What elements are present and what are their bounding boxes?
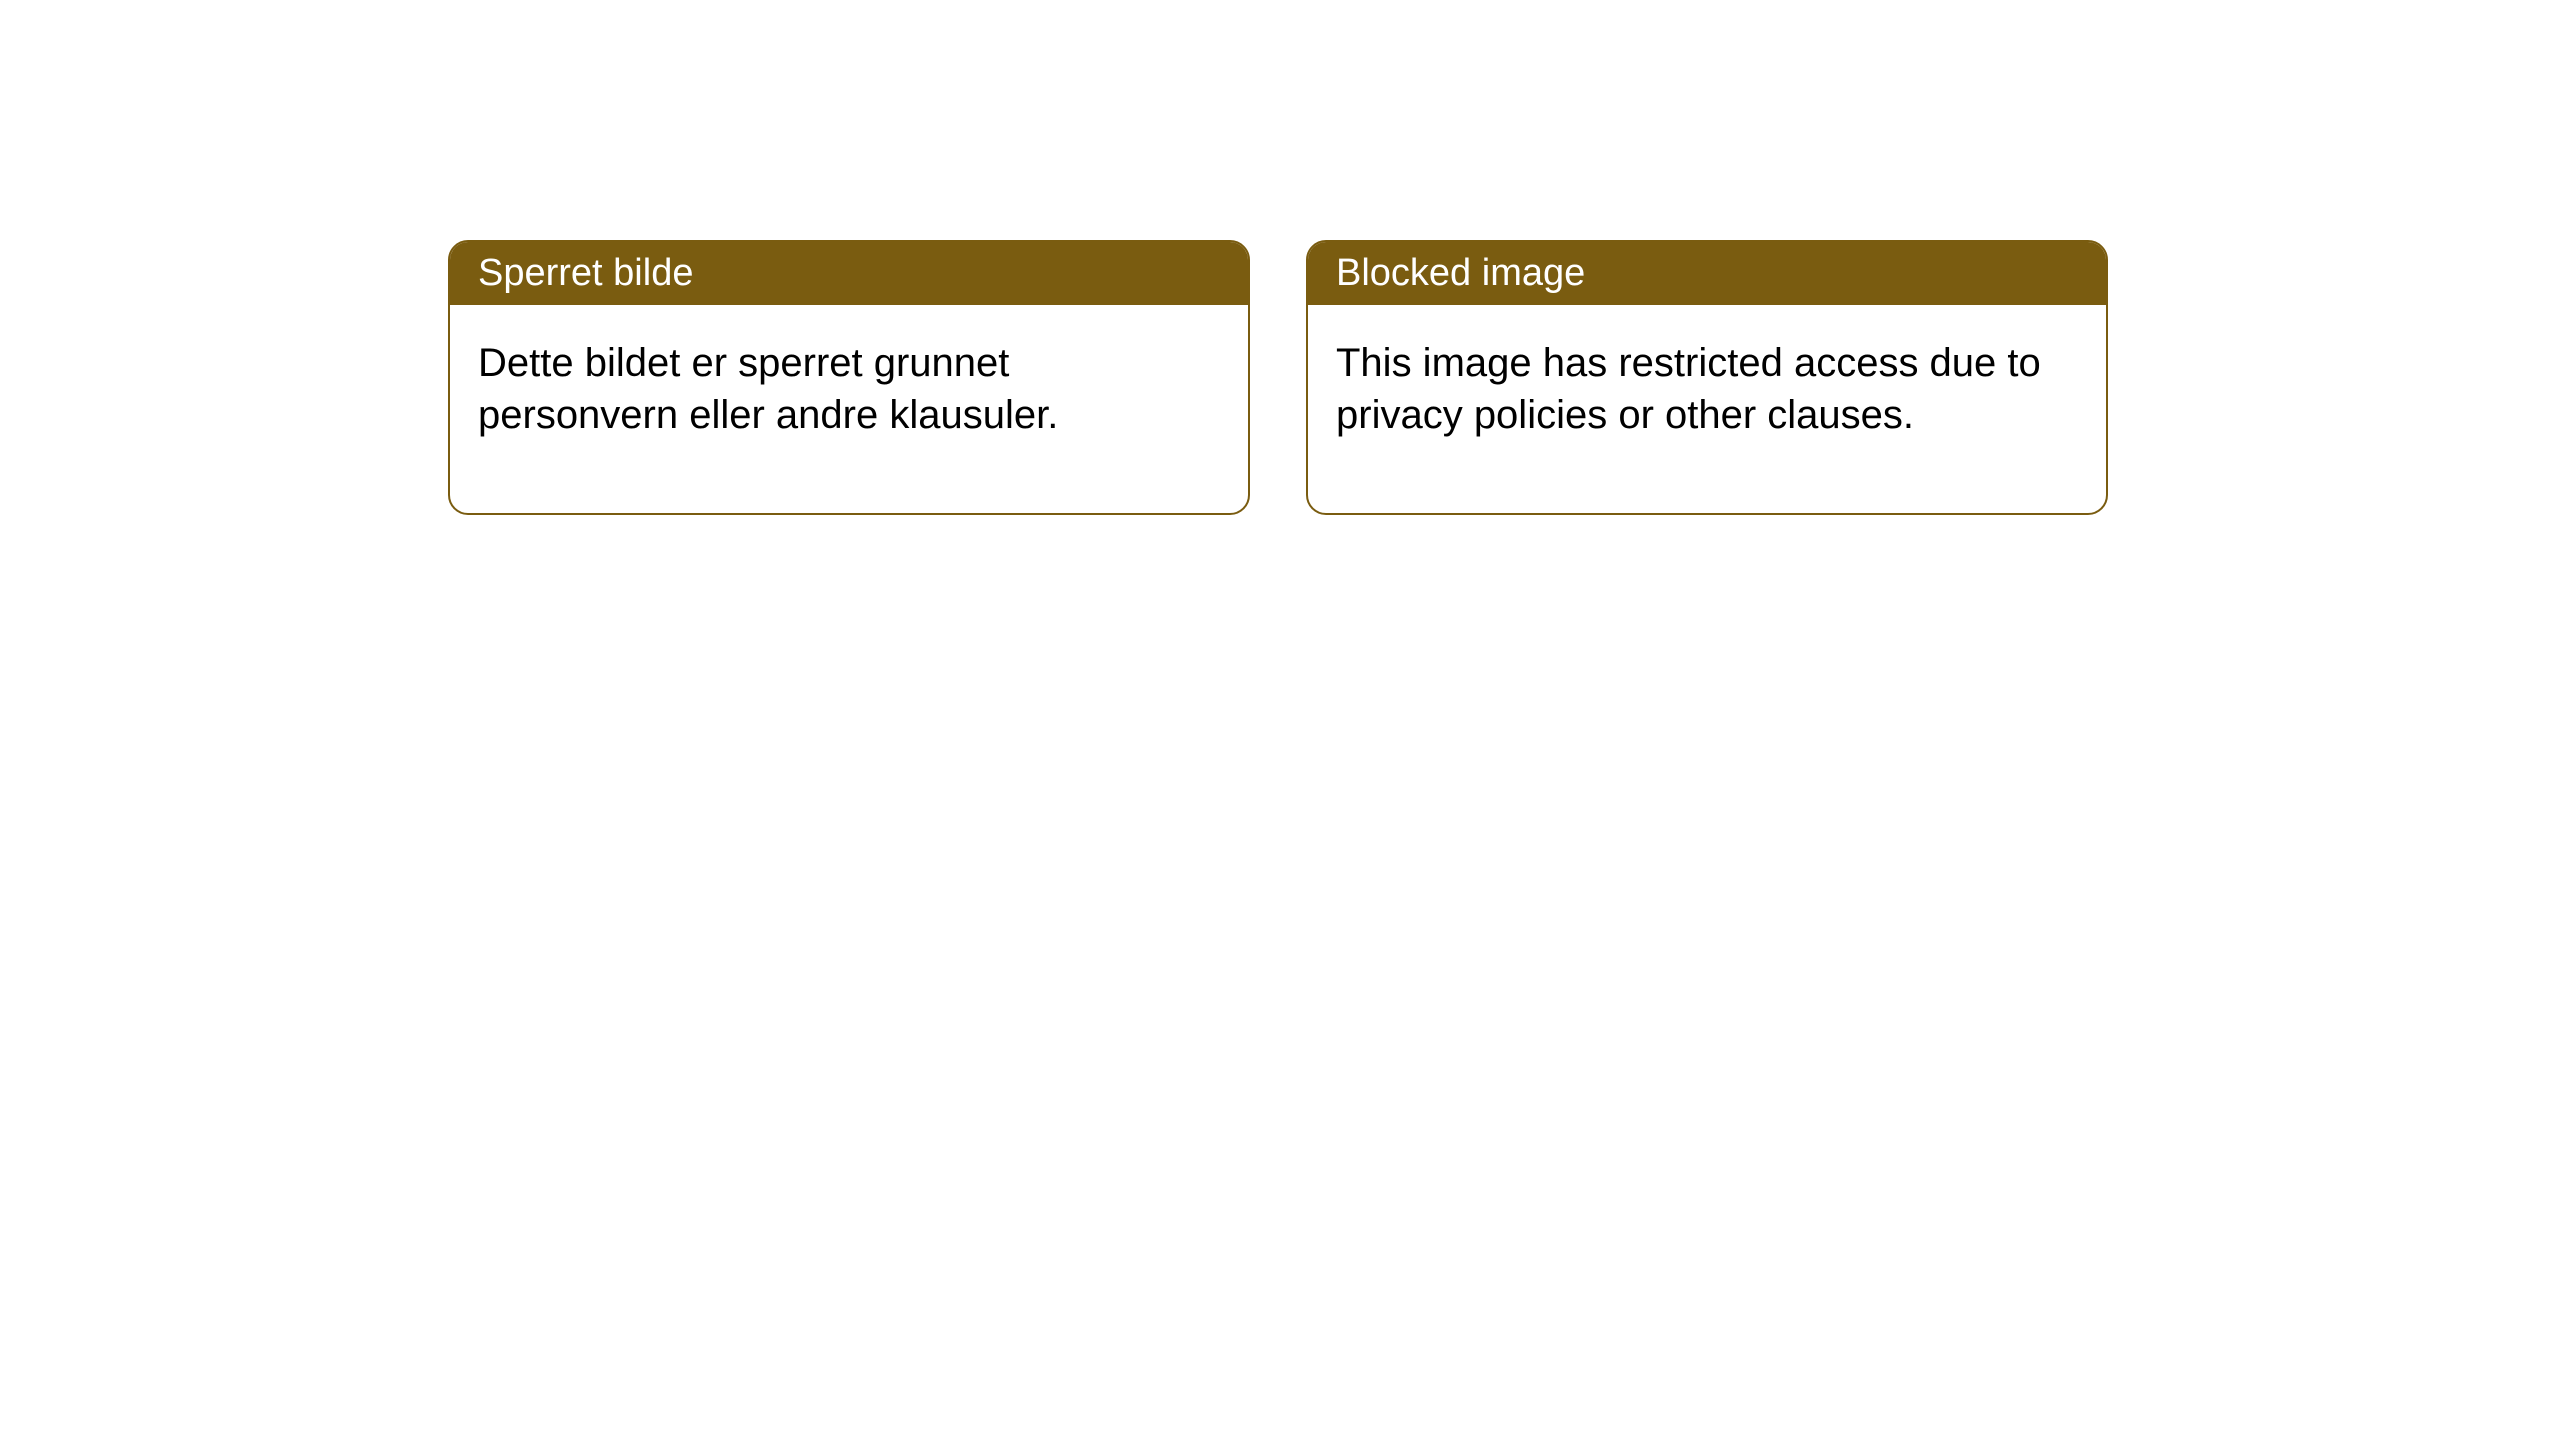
notice-card-norwegian: Sperret bilde Dette bildet er sperret gr… [448,240,1250,515]
notice-cards-container: Sperret bilde Dette bildet er sperret gr… [448,240,2108,515]
card-body: This image has restricted access due to … [1308,305,2106,513]
card-title: Blocked image [1336,252,1585,294]
card-header: Blocked image [1308,242,2106,305]
card-body-text: This image has restricted access due to … [1336,341,2041,437]
card-title: Sperret bilde [478,252,693,294]
card-body-text: Dette bildet er sperret grunnet personve… [478,341,1058,437]
card-header: Sperret bilde [450,242,1248,305]
notice-card-english: Blocked image This image has restricted … [1306,240,2108,515]
card-body: Dette bildet er sperret grunnet personve… [450,305,1248,513]
